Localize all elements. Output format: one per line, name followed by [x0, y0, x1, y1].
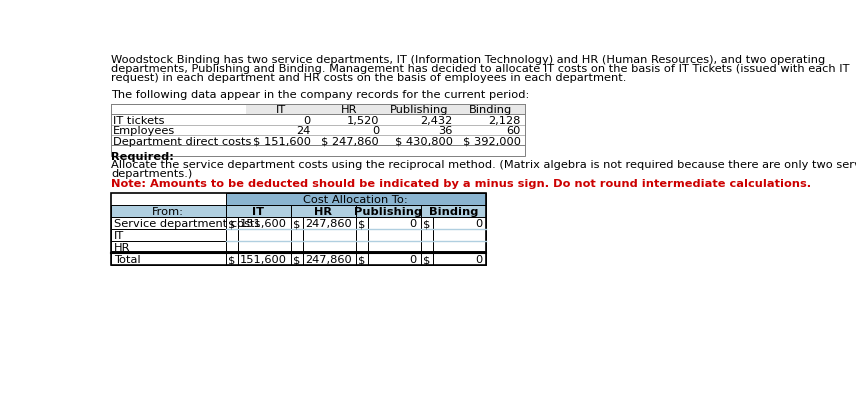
Bar — [356, 229, 368, 241]
Text: Allocate the service department costs using the reciprocal method. (Matrix algeb: Allocate the service department costs us… — [111, 160, 856, 171]
Text: Service department costs: Service department costs — [114, 219, 260, 229]
Text: 0: 0 — [475, 219, 482, 229]
Text: $ 430,800: $ 430,800 — [395, 137, 453, 147]
Bar — [111, 253, 226, 265]
Bar — [433, 253, 486, 265]
Text: Binding: Binding — [429, 207, 479, 217]
Text: IT: IT — [276, 105, 286, 115]
Bar — [303, 229, 356, 241]
Text: 0: 0 — [410, 219, 417, 229]
Text: 2,432: 2,432 — [420, 116, 453, 126]
Text: 0: 0 — [372, 126, 379, 136]
Bar — [291, 205, 356, 217]
Bar — [433, 241, 486, 253]
Text: Publishing: Publishing — [354, 207, 422, 217]
Text: $: $ — [228, 219, 235, 229]
Bar — [303, 253, 356, 265]
Text: 151,600: 151,600 — [240, 219, 287, 229]
Text: Employees: Employees — [113, 126, 175, 136]
Bar — [238, 241, 291, 253]
Text: $: $ — [424, 219, 431, 229]
Text: departments, Publishing and Binding. Management has decided to allocate IT costs: departments, Publishing and Binding. Man… — [111, 64, 849, 74]
Bar — [247, 104, 525, 114]
Text: Woodstock Binding has two service departments, IT (Information Technology) and H: Woodstock Binding has two service depart… — [111, 55, 825, 65]
Text: 60: 60 — [507, 126, 520, 136]
Bar — [421, 217, 433, 229]
Text: Note: Amounts to be deducted should be indicated by a minus sign. Do not round i: Note: Amounts to be deducted should be i… — [111, 179, 811, 189]
Text: The following data appear in the company records for the current period:: The following data appear in the company… — [111, 90, 529, 100]
Bar — [226, 229, 238, 241]
Bar — [303, 217, 356, 229]
Text: IT: IT — [114, 231, 124, 241]
Bar — [111, 104, 525, 156]
Text: $: $ — [228, 255, 235, 265]
Text: $: $ — [294, 255, 300, 265]
Text: IT tickets: IT tickets — [113, 116, 164, 126]
Bar — [291, 241, 303, 253]
Text: $ 151,600: $ 151,600 — [253, 137, 311, 147]
Bar — [368, 241, 421, 253]
Text: Department direct costs: Department direct costs — [113, 137, 252, 147]
Text: IT: IT — [253, 207, 265, 217]
Bar — [111, 205, 226, 217]
Bar — [291, 253, 303, 265]
Text: 151,600: 151,600 — [240, 255, 287, 265]
Text: $: $ — [359, 255, 366, 265]
Text: $ 247,860: $ 247,860 — [321, 137, 379, 147]
Bar — [356, 253, 368, 265]
Bar — [356, 205, 421, 217]
Text: 1,520: 1,520 — [347, 116, 379, 126]
Bar — [421, 241, 433, 253]
Bar — [226, 193, 486, 205]
Bar — [226, 205, 291, 217]
Text: $ 392,000: $ 392,000 — [463, 137, 520, 147]
Bar — [111, 229, 226, 241]
Text: 247,860: 247,860 — [305, 219, 352, 229]
Bar — [291, 217, 303, 229]
Bar — [433, 229, 486, 241]
Text: Required:: Required: — [111, 152, 174, 161]
Bar — [356, 217, 368, 229]
Text: 36: 36 — [438, 126, 453, 136]
Bar — [368, 229, 421, 241]
Bar — [226, 241, 238, 253]
Bar — [238, 229, 291, 241]
Text: 24: 24 — [296, 126, 311, 136]
Bar — [226, 253, 238, 265]
Text: Publishing: Publishing — [390, 105, 449, 115]
Text: $: $ — [424, 255, 431, 265]
Bar — [421, 205, 486, 217]
Text: HR: HR — [341, 105, 357, 115]
Bar — [368, 217, 421, 229]
Bar — [291, 229, 303, 241]
Text: $: $ — [359, 219, 366, 229]
Text: 0: 0 — [410, 255, 417, 265]
Bar — [421, 253, 433, 265]
Text: departments.): departments.) — [111, 169, 192, 179]
Bar — [226, 217, 238, 229]
Bar — [238, 253, 291, 265]
Bar — [111, 217, 226, 229]
Text: 2,128: 2,128 — [489, 116, 520, 126]
Text: Cost Allocation To:: Cost Allocation To: — [303, 195, 408, 205]
Bar — [111, 241, 226, 253]
Bar — [356, 241, 368, 253]
Text: HR: HR — [114, 243, 130, 253]
Text: 0: 0 — [475, 255, 482, 265]
Bar — [303, 241, 356, 253]
Text: $: $ — [294, 219, 300, 229]
Bar — [421, 229, 433, 241]
Text: request) in each department and HR costs on the basis of employees in each depar: request) in each department and HR costs… — [111, 73, 627, 83]
Text: HR: HR — [314, 207, 332, 217]
Text: 247,860: 247,860 — [305, 255, 352, 265]
Bar — [111, 193, 486, 265]
Text: 0: 0 — [304, 116, 311, 126]
Bar — [433, 217, 486, 229]
Bar — [238, 217, 291, 229]
Bar — [368, 253, 421, 265]
Text: Binding: Binding — [469, 105, 512, 115]
Text: From:: From: — [152, 207, 184, 217]
Text: Total: Total — [114, 255, 140, 265]
